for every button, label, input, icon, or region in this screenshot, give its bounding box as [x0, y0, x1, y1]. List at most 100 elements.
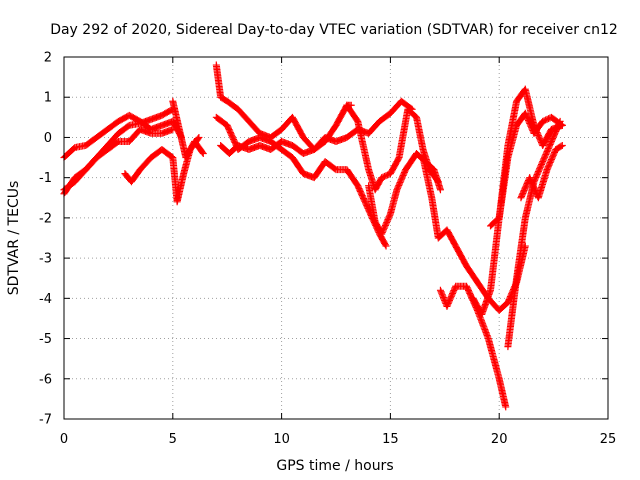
data-point-run — [366, 118, 383, 136]
y-tick-label: -6 — [39, 372, 52, 387]
y-tick-label: 0 — [44, 131, 52, 146]
chart-title: Day 292 of 2020, Sidereal Day-to-day VTE… — [50, 22, 618, 38]
x-tick-label: 5 — [169, 432, 177, 447]
data-point-run — [213, 63, 224, 100]
series-track-c — [60, 125, 177, 198]
data-point-run — [83, 134, 99, 149]
data-point-run — [174, 171, 187, 204]
data-point-run — [387, 187, 401, 216]
y-tick-label: -7 — [39, 413, 52, 428]
data-point-run — [539, 127, 555, 148]
y-tick-label: -3 — [39, 252, 52, 267]
data-point-run — [387, 98, 404, 116]
data-point-run — [105, 138, 121, 153]
data-point-run — [279, 146, 295, 161]
data-point-run — [235, 106, 252, 124]
data-point-run — [544, 147, 559, 172]
x-tick-labels: 0 5 10 15 20 25 — [60, 432, 616, 447]
series-track-d — [121, 133, 203, 206]
y-tick-label: -5 — [39, 332, 52, 347]
data-point — [436, 186, 444, 194]
data-point-run — [405, 106, 419, 120]
data-point-run — [452, 243, 470, 269]
data-point-run — [387, 155, 402, 176]
data-point-run — [246, 118, 263, 136]
data-point-run — [398, 98, 415, 112]
data-point-run — [268, 126, 284, 141]
y-tick-labels: 2 1 0 -1 -2 -3 -4 -5 -6 -7 — [39, 51, 52, 428]
data-point-run — [376, 231, 389, 249]
data-point-run — [496, 299, 511, 313]
data-point-run — [531, 159, 546, 184]
data-point-run — [322, 158, 339, 173]
data-point-run — [478, 288, 494, 317]
data-point-run — [378, 211, 394, 237]
data-point-run — [394, 167, 409, 192]
y-tick-label: -4 — [39, 292, 52, 307]
data-point-run — [344, 103, 361, 124]
data-point — [502, 403, 510, 411]
x-tick-label: 25 — [600, 432, 617, 447]
data-point-run — [300, 135, 317, 152]
data-point-run — [218, 94, 230, 104]
data-point-run — [485, 336, 503, 381]
data-point-run — [539, 139, 555, 164]
data-point-run — [495, 155, 512, 220]
data-point-run — [463, 263, 481, 285]
data-point-run — [430, 167, 444, 192]
data-point-run — [531, 119, 546, 136]
series-track-o — [504, 117, 564, 351]
y-tick-label: -1 — [39, 171, 52, 186]
y-tick-label: 2 — [44, 51, 52, 66]
data-point-run — [105, 131, 121, 148]
data-point-run — [137, 155, 154, 173]
data-point-run — [496, 376, 509, 409]
data-series — [60, 61, 566, 411]
x-tick-label: 10 — [273, 432, 290, 447]
data-point-run — [444, 284, 459, 309]
y-axis-label: SDTVAR / TECUs — [6, 181, 22, 296]
data-point-run — [61, 175, 78, 197]
data-point-run — [444, 227, 459, 249]
x-axis-label: GPS time / hours — [276, 458, 393, 474]
data-point-run — [127, 112, 143, 125]
data-point-run — [395, 107, 412, 160]
data-point-run — [116, 122, 132, 137]
x-tick-label: 15 — [382, 432, 399, 447]
data-point-run — [372, 175, 385, 192]
data-point-run — [402, 151, 420, 172]
data-point-run — [214, 114, 230, 128]
series-track-p — [517, 141, 566, 202]
data-point-run — [413, 115, 427, 152]
data-point — [199, 150, 207, 158]
data-point-run — [311, 135, 328, 152]
data-point — [558, 141, 566, 149]
data-point-run — [289, 115, 307, 140]
grid-lines — [64, 57, 608, 419]
x-tick-label: 20 — [491, 432, 508, 447]
data-point-run — [522, 87, 538, 128]
data-point-run — [553, 142, 565, 153]
data-point-run — [535, 167, 551, 200]
data-point-run — [365, 183, 379, 224]
data-point-run — [488, 215, 502, 229]
data-point-run — [504, 123, 520, 160]
data-point-run — [61, 145, 78, 161]
data-point-run — [128, 167, 143, 184]
data-point — [195, 133, 203, 141]
data-point-run — [504, 276, 520, 349]
data-point — [169, 125, 177, 133]
data-point-run — [377, 110, 393, 124]
data-point-run — [311, 159, 328, 180]
data-point-run — [224, 98, 241, 112]
x-tick-label: 0 — [60, 432, 68, 447]
data-point-run — [191, 139, 206, 156]
data-point-run — [354, 119, 372, 172]
series-track-e — [169, 97, 207, 162]
data-point-run — [169, 99, 183, 132]
data-point-run — [72, 167, 89, 181]
data-point-run — [289, 155, 307, 176]
data-point-run — [428, 195, 442, 240]
data-point-run — [379, 170, 393, 181]
series-track-j — [365, 150, 444, 238]
